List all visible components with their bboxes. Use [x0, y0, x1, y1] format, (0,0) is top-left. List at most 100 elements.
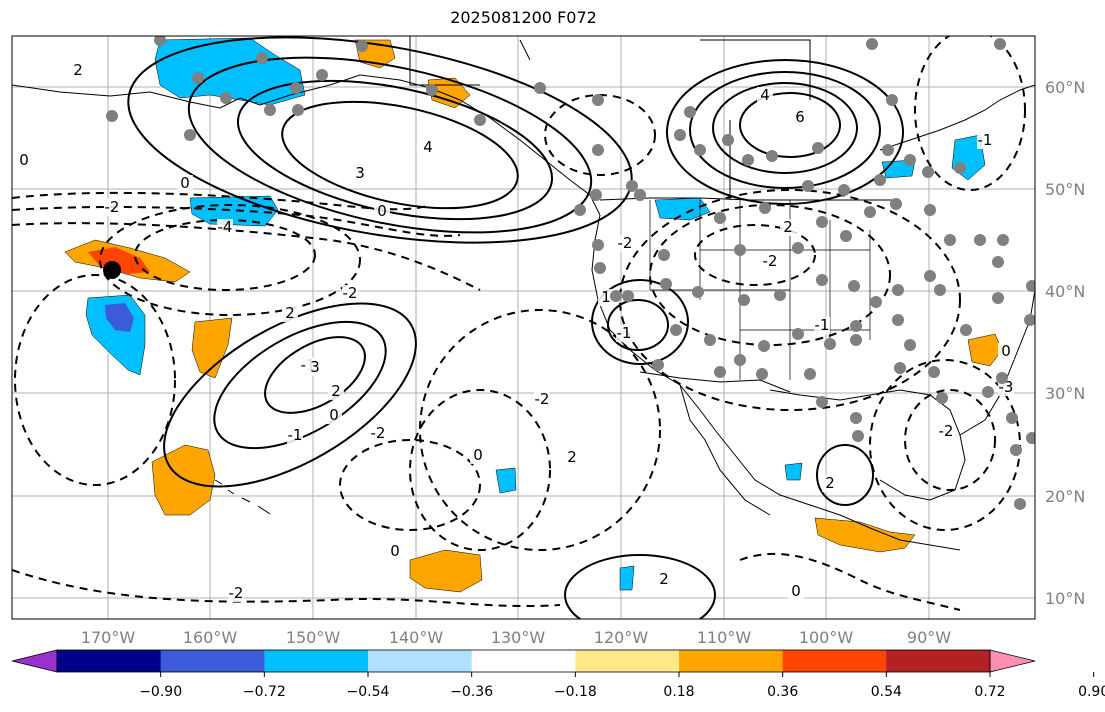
- station-dot: [610, 290, 622, 302]
- station-dot: [184, 129, 196, 141]
- station-dot: [714, 212, 726, 224]
- station-dot: [870, 296, 882, 308]
- station-dot: [670, 324, 682, 336]
- lon-tick-label: 170°W: [81, 628, 136, 647]
- station-dot: [874, 174, 886, 186]
- lon-tick-label: 130°W: [491, 628, 546, 647]
- contour-neg-us-3: [619, 189, 961, 411]
- contour-label: -1: [977, 131, 993, 149]
- colorbar-tick-label: 0.72: [974, 684, 1005, 700]
- svg-text:-4: -4: [218, 218, 233, 236]
- coast-mexico-pac: [679, 384, 771, 516]
- station-dot: [804, 368, 816, 380]
- station-dot: [154, 36, 166, 46]
- map-area: 20-243-40-22-132-10-2-202-2642-21-1-20-1…: [12, 36, 1035, 619]
- shade-red-west: [88, 247, 150, 274]
- state-lines: [649, 200, 871, 380]
- contour-gulf-high-1: [281, 100, 519, 210]
- svg-text:-2: -2: [939, 422, 954, 440]
- station-dot: [734, 244, 746, 256]
- station-dot: [1014, 498, 1026, 510]
- shading-layer: [64, 37, 1003, 593]
- station-dot: [634, 189, 646, 201]
- station-dot: [982, 386, 994, 398]
- svg-text:0: 0: [390, 542, 400, 560]
- contour-plains-high-2: [712, 82, 858, 174]
- station-dot: [474, 114, 486, 126]
- svg-text:0: 0: [1001, 342, 1011, 360]
- station-dot: [850, 320, 862, 332]
- contour-neg-gulf-2: [869, 359, 1021, 531]
- lat-tick-label: 40°N: [1045, 282, 1085, 301]
- station-dot: [220, 92, 232, 104]
- contour-label: 2: [656, 570, 672, 588]
- station-dot: [534, 82, 546, 94]
- station-dot: [864, 206, 876, 218]
- station-dot: [996, 372, 1008, 384]
- station-dot: [792, 328, 804, 340]
- map-frame: [11, 35, 1036, 620]
- station-dot: [934, 284, 946, 296]
- station-dot: [924, 204, 936, 216]
- colorbar-tick-label: 0.36: [767, 684, 798, 700]
- svg-text:0: 0: [19, 151, 29, 169]
- colorbar-segment: [782, 650, 887, 672]
- contour-neg-us-1: [694, 224, 816, 286]
- shade-orange-pac2: [409, 549, 483, 593]
- station-dot: [954, 162, 966, 174]
- station-dot: [774, 289, 786, 301]
- contour-neg-south: [12, 569, 561, 608]
- contour-neg-pac-1: [339, 439, 481, 531]
- station-dot: [802, 180, 814, 192]
- station-dot: [590, 189, 602, 201]
- svg-text:4: 4: [760, 86, 770, 104]
- contour-label: 2: [282, 304, 298, 322]
- contour-label: 0: [387, 542, 403, 560]
- colorbar-segment: [368, 650, 473, 672]
- station-dot: [1026, 432, 1035, 444]
- svg-text:-1: -1: [617, 324, 632, 342]
- station-dot: [816, 216, 828, 228]
- shade-orange-se: [967, 333, 1003, 367]
- contour-label: -2: [342, 284, 358, 302]
- station-dot: [924, 270, 936, 282]
- station-dot: [1026, 280, 1035, 292]
- station-dot: [622, 290, 634, 302]
- station-dot: [756, 368, 768, 380]
- station-dot: [742, 154, 754, 166]
- station-dot: [904, 339, 916, 351]
- lat-tick-label: 60°N: [1045, 78, 1085, 97]
- svg-text:2: 2: [73, 61, 83, 79]
- contour-neg-pac-2: [409, 389, 551, 551]
- contour-label: -1: [616, 324, 632, 342]
- lon-tick-label: 150°W: [286, 628, 341, 647]
- colorbar-tick-label: −0.18: [554, 684, 597, 700]
- svg-text:2: 2: [567, 448, 577, 466]
- station-dot: [192, 72, 204, 84]
- station-dot: [838, 184, 850, 196]
- shade-blue-epac: [619, 565, 635, 591]
- contour-label: 4: [757, 86, 773, 104]
- station-dot: [652, 359, 664, 371]
- station-dot: [974, 234, 986, 246]
- contour-label: 3: [352, 164, 368, 182]
- lat-tick-label: 20°N: [1045, 487, 1085, 506]
- colorbar: −0.90 −0.72 −0.54 −0.36 −0.18 0.18 0.36 0.54 0.7…: [11, 649, 1105, 700]
- svg-text:-2: -2: [763, 252, 778, 270]
- station-dot: [904, 154, 916, 166]
- station-dot: [812, 142, 824, 154]
- contour-label: 4: [420, 138, 436, 156]
- contour-neg-west-ring: [14, 274, 176, 486]
- svg-text:2: 2: [825, 474, 835, 492]
- station-dot: [840, 230, 852, 242]
- shade-orange-cpac: [191, 317, 233, 379]
- contour-label: -1: [287, 426, 303, 444]
- contour-label: -2: [228, 584, 244, 602]
- contour-cpac-high-1: [264, 336, 366, 414]
- station-dot: [992, 256, 1004, 268]
- colorbar-tick-label: −0.36: [450, 684, 493, 700]
- svg-text:0: 0: [377, 202, 387, 220]
- station-dot: [734, 354, 746, 366]
- svg-text:1: 1: [601, 288, 611, 306]
- station-dot: [882, 144, 894, 156]
